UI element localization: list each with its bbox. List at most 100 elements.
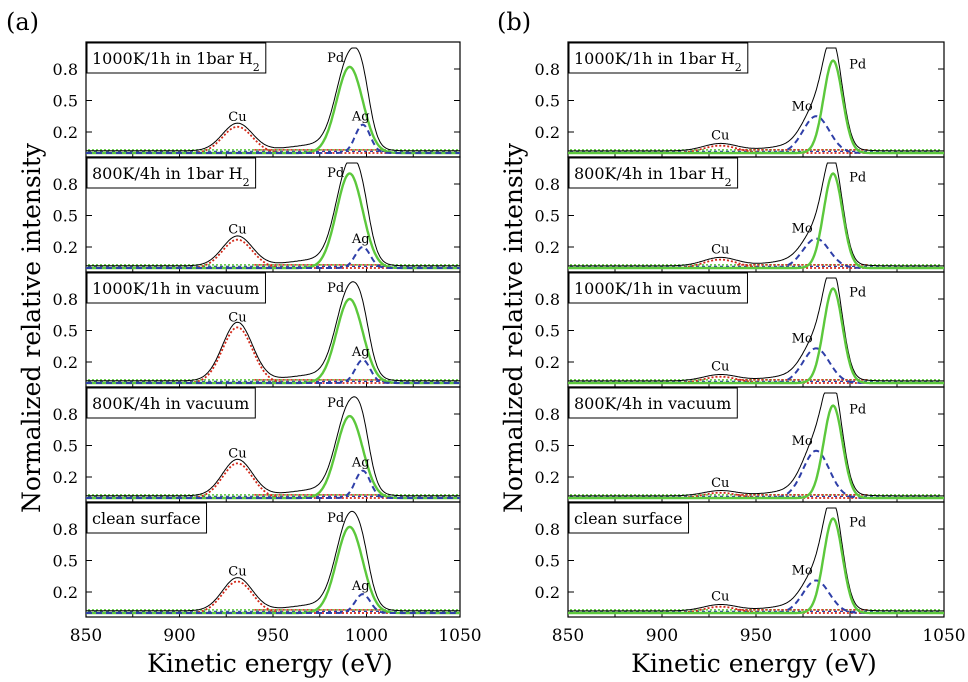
subplot-4: 0.2 0.5 0.8 Cu Pd Ag 800K/4h in vacuum [53, 386, 461, 503]
y-tick-label: 0.2 [535, 583, 560, 602]
x-tick-label: 900 [646, 626, 678, 646]
y-tick-label: 0.2 [535, 468, 560, 487]
peak-label-pd: Pd [327, 166, 344, 181]
series-mo [568, 449, 944, 499]
series-pd [86, 297, 460, 385]
peak-label-mo: Mo [792, 331, 813, 346]
subplot-1: 0.2 0.5 0.8 Cu Mo Pd 1000K/1h in 1bar H2 [535, 41, 945, 158]
series-total [86, 396, 460, 497]
condition-label-box [86, 157, 257, 189]
y-tick-label: 0.2 [53, 123, 78, 142]
y-tick-label: 0.5 [53, 322, 78, 341]
subplot-1: 0.2 0.5 0.8 Cu Pd Ag 1000K/1h in 1bar H2 [53, 41, 461, 158]
series-pd [86, 414, 460, 500]
series-cu [86, 580, 460, 614]
peak-label-mo: Mo [792, 222, 813, 237]
y-tick-label: 0.8 [53, 405, 78, 424]
series-total [568, 162, 944, 267]
x-tick-label: 950 [257, 626, 289, 646]
peak-label-mo: Mo [792, 99, 813, 114]
condition-label: clean surface [574, 509, 683, 528]
y-tick-label: 0.2 [535, 353, 560, 372]
condition-label-box [568, 42, 749, 74]
y-tick-label: 0.8 [535, 405, 560, 424]
y-tick-label: 0.5 [535, 437, 560, 456]
subplot-4: 0.2 0.5 0.8 Cu Mo Pd 800K/4h in vacuum [535, 386, 945, 503]
y-tick-label: 0.2 [53, 583, 78, 602]
series-total [86, 162, 460, 267]
series-total [568, 47, 944, 152]
peak-label-cu: Cu [711, 360, 729, 375]
ylabel-b: Normalized relative intensity [499, 142, 528, 513]
peak-label-pd: Pd [849, 403, 866, 418]
y-tick-label: 0.8 [53, 175, 78, 194]
series-cu [86, 326, 460, 384]
condition-label: clean surface [92, 509, 201, 528]
condition-label: 800K/4h in vacuum [92, 394, 249, 413]
series-total [568, 392, 944, 497]
peak-label-mo: Mo [792, 563, 813, 578]
xlabel-a: Kinetic energy (eV) [147, 649, 393, 678]
condition-label: 1000K/1h in 1bar H2 [92, 49, 260, 74]
condition-label-box [568, 502, 690, 534]
y-tick-label: 0.8 [53, 520, 78, 539]
y-tick-label: 0.2 [535, 238, 560, 257]
peak-label-pd: Pd [849, 171, 866, 186]
series-ag [86, 358, 460, 384]
subplot-5: 0.2 0.5 0.8 Cu Pd Ag clean surface [53, 501, 461, 618]
condition-label: 800K/4h in 1bar H2 [92, 164, 250, 189]
peak-label-cu: Cu [228, 310, 246, 325]
series-pd [568, 287, 944, 385]
condition-label: 800K/4h in vacuum [574, 394, 731, 413]
panel-b: 0.2 0.5 0.8 Cu Mo Pd 1000K/1h in 1bar H2 0.2 0.5… [535, 41, 966, 646]
x-tick-label: 850 [70, 626, 102, 646]
condition-label: 1000K/1h in 1bar H2 [574, 49, 742, 74]
peak-label-ag: Ag [351, 345, 370, 360]
y-tick-label: 0.5 [53, 552, 78, 571]
series-pd [568, 59, 944, 155]
panel-a: 0.2 0.5 0.8 Cu Pd Ag 1000K/1h in 1bar H2 0.2 0.5… [53, 41, 482, 646]
peak-label-pd: Pd [849, 516, 866, 531]
y-tick-label: 0.8 [535, 175, 560, 194]
condition-label-box [86, 272, 266, 304]
subplot-2: 0.2 0.5 0.8 Cu Mo Pd 800K/4h in 1bar H2 [535, 156, 945, 273]
y-tick-label: 0.8 [53, 60, 78, 79]
condition-label-box [86, 502, 208, 534]
condition-label: 1000K/1h in vacuum [92, 279, 259, 298]
subplot-3: 0.2 0.5 0.8 Cu Pd Ag 1000K/1h in vacuum [53, 271, 461, 388]
x-tick-label: 1050 [922, 626, 965, 646]
y-tick-label: 0.5 [535, 322, 560, 341]
y-tick-label: 0.8 [53, 290, 78, 309]
y-tick-label: 0.8 [535, 60, 560, 79]
condition-label-box [568, 272, 748, 304]
y-tick-label: 0.8 [535, 290, 560, 309]
subplot-3: 0.2 0.5 0.8 Cu Mo Pd 1000K/1h in vacuum [535, 271, 945, 388]
subplot-2: 0.2 0.5 0.8 Cu Pd Ag 800K/4h in 1bar H2 [53, 156, 461, 273]
panel-label-b: (b) [497, 8, 531, 36]
peak-label-cu: Cu [228, 565, 246, 580]
series-pd [86, 65, 460, 155]
x-tick-label: 1000 [828, 626, 871, 646]
peak-label-ag: Ag [351, 456, 370, 471]
series-mo [568, 347, 944, 384]
series-pd [568, 517, 944, 615]
peak-label-cu: Cu [711, 476, 729, 491]
peak-label-cu: Cu [711, 243, 729, 258]
series-cu [86, 125, 460, 154]
peak-label-pd: Pd [327, 281, 344, 296]
y-tick-label: 0.5 [53, 207, 78, 226]
series-ag [86, 245, 460, 269]
series-ag [86, 593, 460, 614]
peak-label-pd: Pd [849, 58, 866, 73]
y-tick-label: 0.2 [535, 123, 560, 142]
series-cu [86, 238, 460, 269]
peak-label-ag: Ag [351, 232, 370, 247]
series-pd [568, 404, 944, 500]
y-tick-label: 0.5 [535, 92, 560, 111]
y-tick-label: 0.2 [53, 238, 78, 257]
series-total [568, 277, 944, 382]
condition-label-box [568, 157, 739, 189]
series-total [86, 281, 460, 382]
x-tick-label: 950 [740, 626, 772, 646]
